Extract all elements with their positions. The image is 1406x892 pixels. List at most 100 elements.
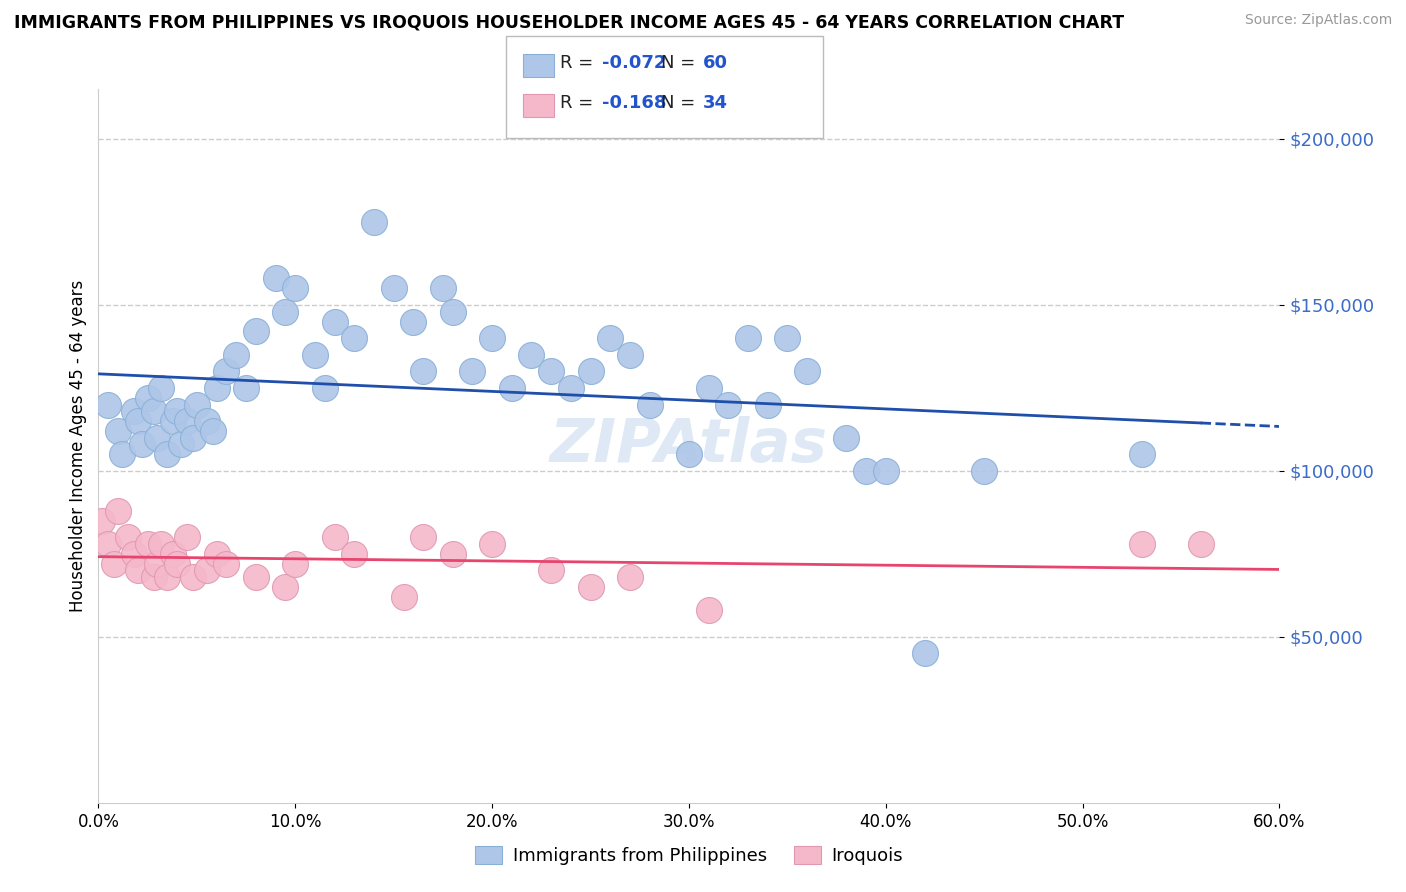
Point [205,381,228,395]
Point [461,364,484,378]
Point [264,271,287,285]
Text: N =: N = [661,54,700,72]
Point [432,281,454,295]
Point [117,530,139,544]
Point [162,547,184,561]
Point [875,464,897,478]
Point [914,647,936,661]
Point [181,431,204,445]
Point [205,547,228,561]
Point [314,381,336,395]
Point [215,557,238,571]
Point [142,570,165,584]
Point [776,331,799,345]
Point [855,464,877,478]
Point [1130,537,1153,551]
Point [111,447,134,461]
Point [127,564,149,578]
Point [973,464,995,478]
Point [579,580,602,594]
Point [343,547,366,561]
Point [481,331,503,345]
Point [619,348,641,362]
Point [97,537,120,551]
Point [107,424,129,438]
Point [195,414,218,428]
Text: ZIPAtlas: ZIPAtlas [550,417,828,475]
Point [166,404,188,418]
Point [540,564,562,578]
Point [156,570,179,584]
Point [343,331,366,345]
Point [136,537,159,551]
Point [412,530,434,544]
Point [638,397,661,411]
Point [156,447,179,461]
Point [441,304,464,318]
Point [225,348,247,362]
Point [363,215,385,229]
Point [835,431,858,445]
Text: 60: 60 [703,54,728,72]
Point [697,381,720,395]
Point [107,504,129,518]
Point [122,404,145,418]
Point [162,414,184,428]
Point [122,547,145,561]
Point [181,570,204,584]
Point [136,391,159,405]
Point [176,530,198,544]
Text: IMMIGRANTS FROM PHILIPPINES VS IROQUOIS HOUSEHOLDER INCOME AGES 45 - 64 YEARS CO: IMMIGRANTS FROM PHILIPPINES VS IROQUOIS … [14,13,1125,31]
Point [215,364,238,378]
Text: R =: R = [560,95,599,112]
Point [235,381,257,395]
Point [599,331,621,345]
Point [142,404,165,418]
Text: -0.072: -0.072 [602,54,666,72]
Point [1130,447,1153,461]
Point [402,314,425,328]
Text: N =: N = [661,95,700,112]
Point [392,590,415,604]
Point [619,570,641,584]
Point [717,397,740,411]
Point [284,281,307,295]
Point [131,437,153,451]
Point [146,557,169,571]
Point [170,437,193,451]
Point [195,564,218,578]
Point [412,364,434,378]
Point [97,397,120,411]
Point [166,557,188,571]
Point [323,314,346,328]
Point [796,364,818,378]
Text: 34: 34 [703,95,728,112]
Point [201,424,224,438]
Point [176,414,198,428]
Point [91,514,114,528]
Point [382,281,405,295]
Point [560,381,582,395]
Point [540,364,562,378]
Point [150,381,173,395]
Point [697,603,720,617]
Point [103,557,125,571]
Text: R =: R = [560,54,599,72]
Point [284,557,307,571]
Point [756,397,779,411]
Point [186,397,208,411]
Point [737,331,759,345]
Point [323,530,346,544]
Point [304,348,326,362]
Legend: Immigrants from Philippines, Iroquois: Immigrants from Philippines, Iroquois [467,838,911,872]
Text: -0.168: -0.168 [602,95,666,112]
Point [150,537,173,551]
Point [127,414,149,428]
Point [441,547,464,561]
Point [1189,537,1212,551]
Point [245,325,267,339]
Point [501,381,523,395]
Point [579,364,602,378]
Point [678,447,700,461]
Point [481,537,503,551]
